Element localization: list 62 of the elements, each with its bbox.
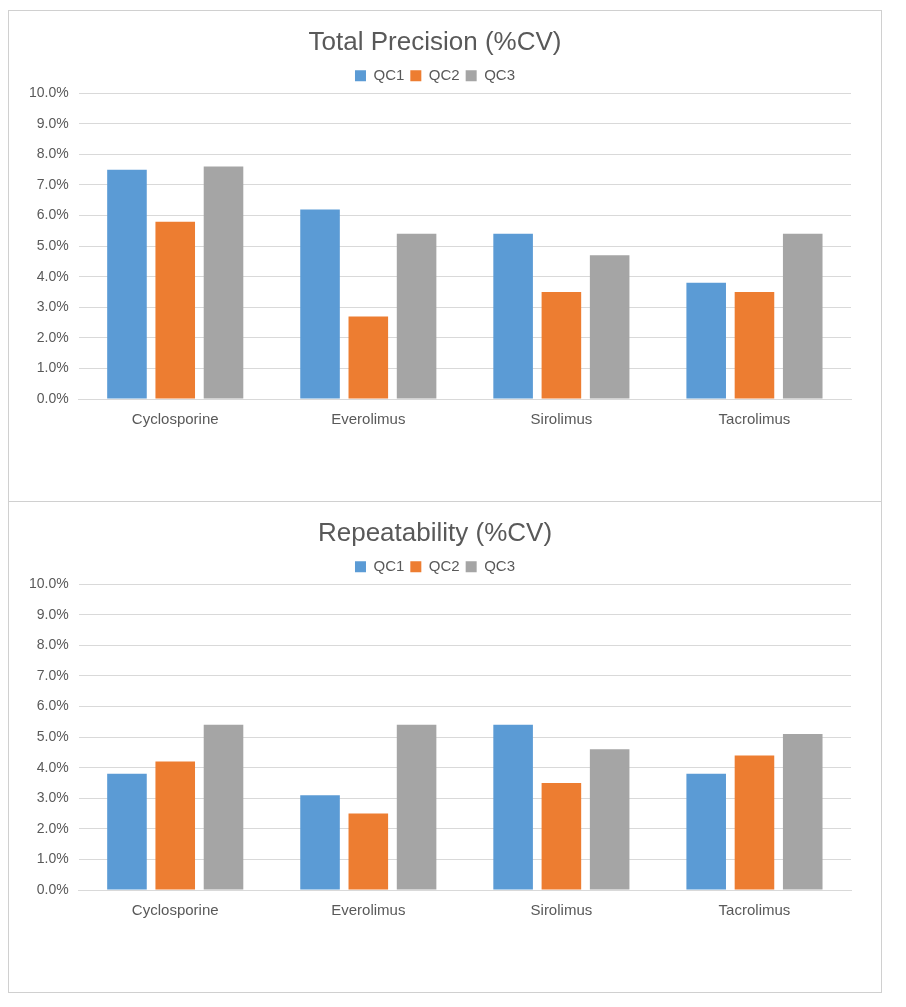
x-tick-label: Cyclosporine (131, 410, 219, 428)
x-tick-label: Everolimus (331, 410, 406, 428)
x-tick-label: Tacrolimus (718, 410, 791, 428)
y-tick-label: 7.0% (36, 175, 69, 192)
bar (782, 734, 823, 890)
y-tick-label: 2.0% (36, 819, 69, 836)
bar (155, 221, 196, 399)
y-tick-label: 9.0% (36, 605, 69, 622)
y-tick-label: 3.0% (36, 298, 69, 315)
y-tick-label: 7.0% (36, 666, 69, 683)
x-tick-label: Everolimus (331, 901, 406, 919)
bar (686, 282, 726, 399)
bar (541, 291, 582, 399)
y-tick-label: 8.0% (36, 636, 69, 653)
x-tick-label: Tacrolimus (718, 901, 791, 919)
y-tick-label: 8.0% (36, 145, 69, 162)
bar (348, 813, 389, 890)
x-tick-label: Sirolimus (530, 410, 593, 428)
bar (203, 166, 244, 399)
legend-label: QC3 (484, 556, 516, 574)
y-tick-label: 3.0% (36, 789, 69, 806)
y-tick-label: 6.0% (36, 206, 69, 223)
bar (155, 761, 196, 890)
bar (734, 755, 775, 890)
y-tick-label: 4.0% (36, 758, 69, 775)
legend-label: QC1 (373, 65, 405, 83)
x-tick-label: Sirolimus (530, 901, 593, 919)
bar (686, 773, 726, 890)
bar (396, 233, 437, 399)
bar (396, 724, 437, 890)
y-tick-label: 6.0% (36, 697, 69, 714)
bar (589, 255, 630, 399)
bar (107, 169, 147, 399)
bar (589, 749, 630, 890)
bar (107, 773, 147, 890)
y-tick-label: 5.0% (36, 236, 69, 253)
chart-title: Total Precision (%CV) (308, 25, 562, 56)
legend-label: QC3 (484, 65, 516, 83)
y-tick-label: 0.0% (36, 389, 69, 406)
y-tick-label: 0.0% (36, 880, 69, 897)
bar (300, 209, 340, 399)
y-tick-label: 5.0% (36, 727, 69, 744)
y-tick-label: 9.0% (36, 114, 69, 131)
y-tick-label: 10.0% (28, 84, 69, 101)
bar (782, 233, 823, 399)
y-tick-label: 4.0% (36, 267, 69, 284)
legend-label: QC1 (373, 556, 405, 574)
bar (493, 724, 533, 890)
bar (203, 724, 244, 890)
legend-label: QC2 (428, 65, 460, 83)
bar (734, 291, 775, 399)
x-tick-label: Cyclosporine (131, 901, 219, 919)
y-tick-label: 1.0% (36, 359, 69, 376)
bar (300, 795, 340, 890)
y-tick-label: 1.0% (36, 850, 69, 867)
bar (541, 782, 582, 890)
y-tick-label: 2.0% (36, 328, 69, 345)
chart-title: Repeatability (%CV) (317, 516, 553, 547)
legend-label: QC2 (428, 556, 460, 574)
y-tick-label: 10.0% (28, 575, 69, 592)
bar (348, 316, 389, 399)
bar (493, 233, 533, 399)
